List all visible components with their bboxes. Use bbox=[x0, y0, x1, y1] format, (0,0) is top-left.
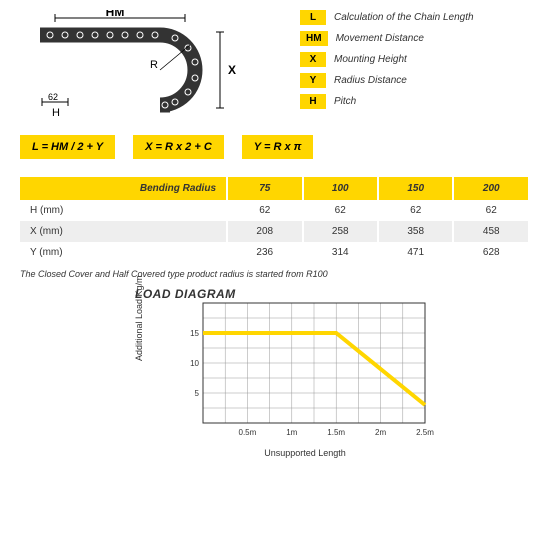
formula-x: X = R x 2 + C bbox=[133, 135, 224, 159]
table-cell: 628 bbox=[453, 242, 529, 263]
legend-desc: Mounting Height bbox=[334, 54, 407, 65]
legend-desc: Movement Distance bbox=[336, 33, 424, 44]
table-cell: H (mm) bbox=[20, 200, 227, 221]
table-cell: 471 bbox=[378, 242, 453, 263]
table-header: 200 bbox=[453, 177, 529, 200]
svg-text:1m: 1m bbox=[286, 428, 297, 437]
table-cell: 62 bbox=[303, 200, 378, 221]
chart-ylabel: Additional Load Kg/m bbox=[134, 275, 144, 361]
svg-text:0.5m: 0.5m bbox=[239, 428, 257, 437]
table-cell: 62 bbox=[227, 200, 302, 221]
legend-row: HM Movement Distance bbox=[300, 31, 530, 46]
load-diagram: LOAD DIAGRAM Additional Load Kg/m 510150… bbox=[175, 293, 435, 458]
table-cell: 458 bbox=[453, 221, 529, 242]
table-row: Y (mm) 236 314 471 628 bbox=[20, 242, 529, 263]
table-cell: 208 bbox=[227, 221, 302, 242]
diagram-label-62: 62 bbox=[48, 92, 58, 102]
table-cell: 62 bbox=[453, 200, 529, 221]
table-header: 100 bbox=[303, 177, 378, 200]
legend-key: HM bbox=[300, 31, 328, 46]
legend-desc: Pitch bbox=[334, 96, 356, 107]
radius-note: The Closed Cover and Half Covered type p… bbox=[20, 269, 530, 279]
svg-text:10: 10 bbox=[190, 359, 199, 368]
legend: L Calculation of the Chain Length HM Movem… bbox=[300, 10, 530, 123]
diagram-label-hm: HM bbox=[106, 10, 125, 19]
table-cell: 358 bbox=[378, 221, 453, 242]
legend-desc: Calculation of the Chain Length bbox=[334, 12, 474, 23]
table-cell: X (mm) bbox=[20, 221, 227, 242]
legend-key: L bbox=[300, 10, 326, 25]
legend-key: Y bbox=[300, 73, 326, 88]
diagram-label-r: R bbox=[150, 59, 158, 71]
table-cell: Y (mm) bbox=[20, 242, 227, 263]
svg-text:1.5m: 1.5m bbox=[327, 428, 345, 437]
legend-row: L Calculation of the Chain Length bbox=[300, 10, 530, 25]
chart-xlabel: Unsupported Length bbox=[175, 448, 435, 458]
chain-diagram: HM R X 62 H bbox=[20, 10, 280, 123]
legend-row: X Mounting Height bbox=[300, 52, 530, 67]
diagram-label-h: H bbox=[52, 107, 60, 119]
legend-key: X bbox=[300, 52, 326, 67]
svg-text:2m: 2m bbox=[375, 428, 386, 437]
table-row: H (mm) 62 62 62 62 bbox=[20, 200, 529, 221]
table-header: 150 bbox=[378, 177, 453, 200]
svg-text:15: 15 bbox=[190, 329, 199, 338]
legend-desc: Radius Distance bbox=[334, 75, 407, 86]
table-header: Bending Radius bbox=[20, 177, 227, 200]
formula-l: L = HM / 2 + Y bbox=[20, 135, 115, 159]
table-cell: 258 bbox=[303, 221, 378, 242]
svg-text:5: 5 bbox=[195, 389, 200, 398]
table-cell: 314 bbox=[303, 242, 378, 263]
diagram-label-x: X bbox=[228, 63, 236, 77]
table-cell: 62 bbox=[378, 200, 453, 221]
formulas: L = HM / 2 + Y X = R x 2 + C Y = R x π bbox=[20, 135, 530, 159]
table-row: X (mm) 208 258 358 458 bbox=[20, 221, 529, 242]
legend-row: Y Radius Distance bbox=[300, 73, 530, 88]
svg-text:2.5m: 2.5m bbox=[416, 428, 434, 437]
table-header: 75 bbox=[227, 177, 302, 200]
bending-radius-table: Bending Radius 75 100 150 200 H (mm) 62 … bbox=[20, 177, 530, 263]
legend-key: H bbox=[300, 94, 326, 109]
formula-y: Y = R x π bbox=[242, 135, 314, 159]
load-diagram-title: LOAD DIAGRAM bbox=[135, 287, 236, 301]
table-cell: 236 bbox=[227, 242, 302, 263]
legend-row: H Pitch bbox=[300, 94, 530, 109]
